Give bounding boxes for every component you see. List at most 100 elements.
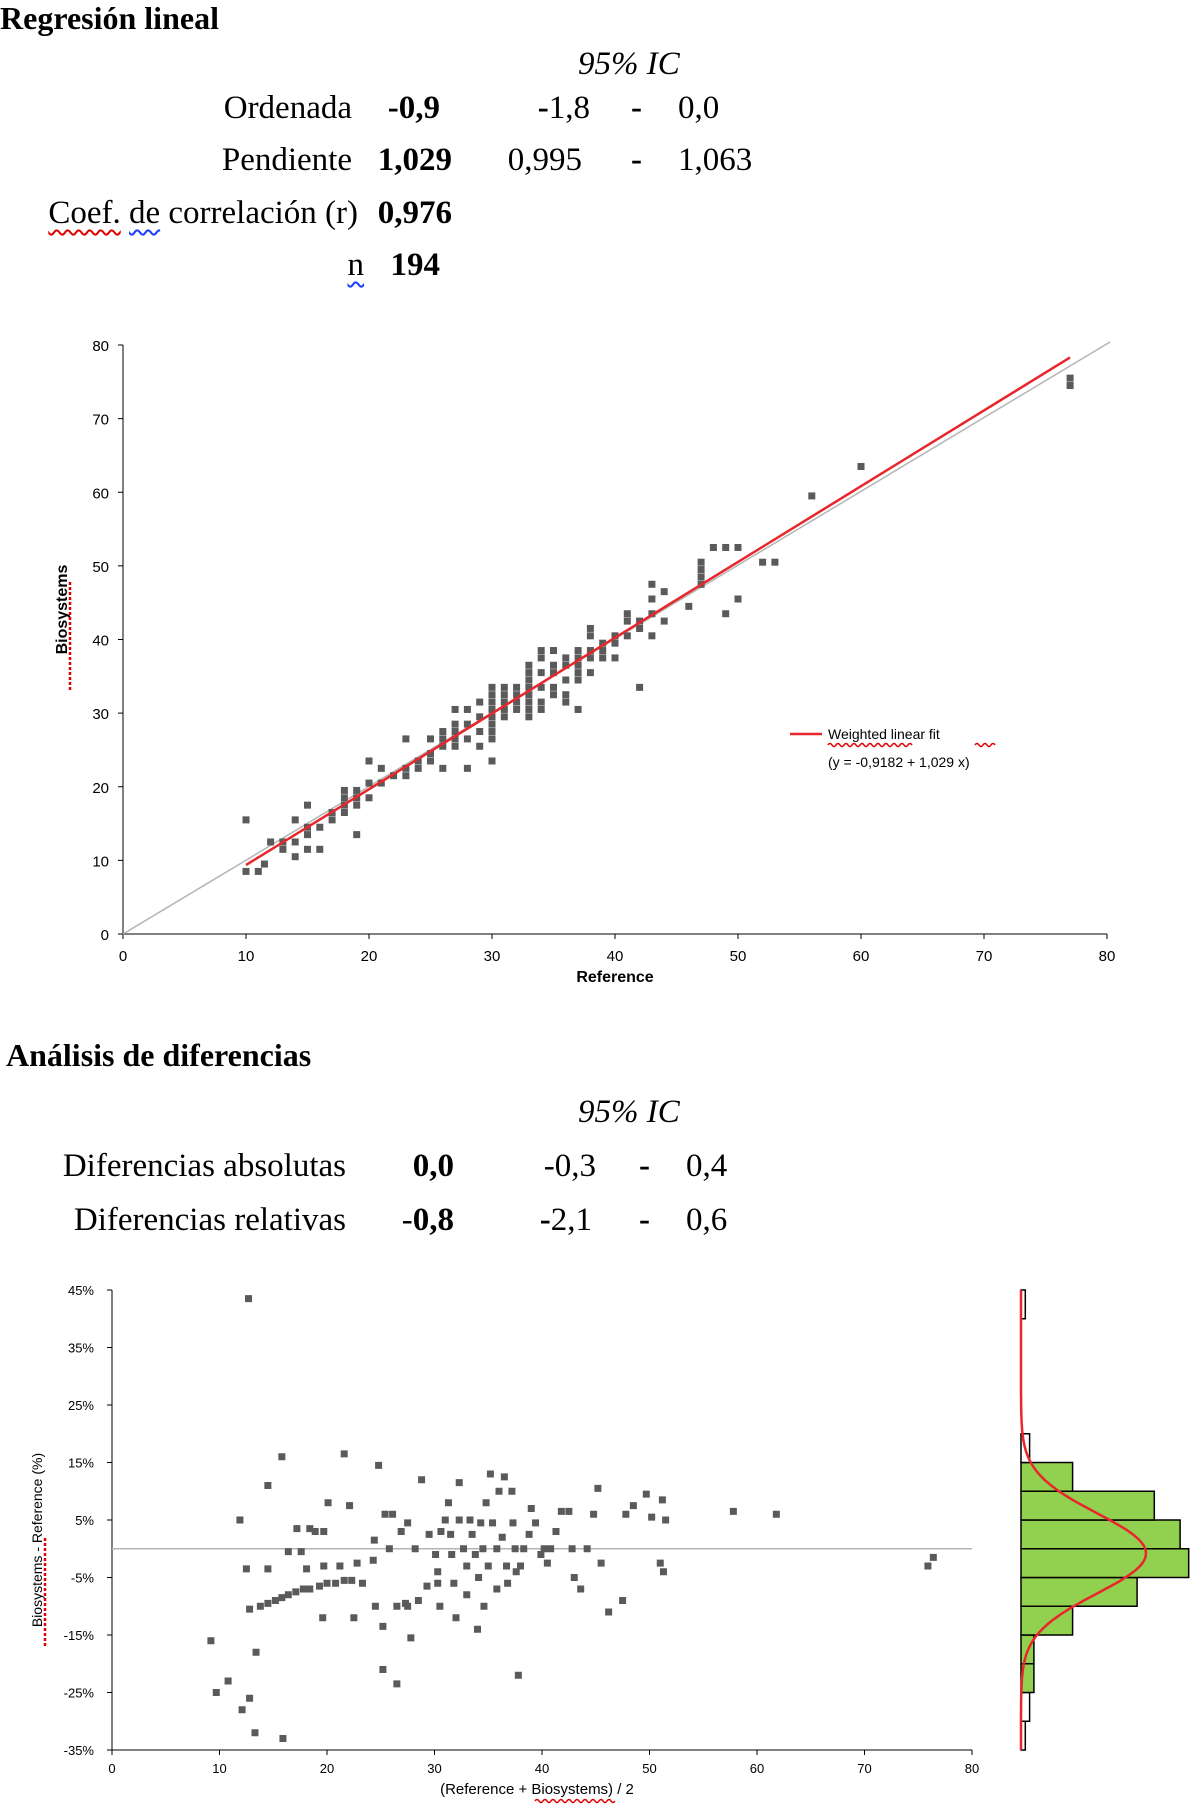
data-point (532, 1519, 540, 1527)
data-point (520, 1545, 528, 1553)
intercept-ci-sep: - (631, 90, 642, 126)
data-point (316, 823, 324, 831)
data-point (292, 1588, 300, 1596)
data-point (590, 1510, 598, 1518)
data-point (537, 705, 545, 713)
data-point (439, 735, 447, 743)
data-point (586, 647, 594, 655)
difference-scatter-chart: 45% 35% 25% 15% 5% -5% -15% -25% -35% 0 10 20 30 40 50… (29, 1283, 1190, 1804)
density-curve (1019, 1290, 1148, 1750)
x-tick-label: 10 (212, 1761, 226, 1776)
x-tick-label: 10 (238, 948, 255, 965)
data-point (488, 735, 496, 743)
data-point (488, 713, 496, 721)
histogram-bar (1020, 1490, 1156, 1521)
data-point (371, 1602, 379, 1610)
correlation-label: Coef. de correlación (r) (48, 195, 358, 231)
data-point (455, 1479, 463, 1487)
data-point (448, 1551, 456, 1558)
data-point (475, 1574, 483, 1581)
slope-label: Pendiente (221, 142, 352, 178)
x-tick-label: 20 (320, 1761, 334, 1776)
data-point (365, 794, 373, 802)
data-point (476, 698, 484, 706)
data-point (552, 1528, 560, 1535)
data-point (513, 705, 521, 713)
data-point (623, 632, 631, 640)
x-tick-label: 60 (750, 1761, 764, 1776)
data-point (306, 1525, 314, 1533)
data-point (611, 632, 619, 640)
intercept-ci-high: 0,0 (678, 90, 720, 126)
data-point (353, 801, 361, 809)
data-point (586, 624, 594, 632)
data-point (586, 632, 594, 640)
n-label: n (347, 247, 365, 283)
data-point (500, 698, 508, 706)
data-point (488, 705, 496, 713)
data-point (278, 1594, 286, 1602)
data-point (543, 1559, 551, 1567)
data-point (484, 1562, 492, 1570)
data-point (547, 1545, 555, 1553)
regression-title: Regresión lineal (0, 0, 219, 36)
data-point (697, 558, 705, 566)
data-point (315, 1582, 323, 1590)
slope-ci-low: 0,995 (507, 142, 582, 178)
x-tick-label: 80 (965, 1761, 979, 1776)
data-point (397, 1528, 405, 1535)
data-point (623, 610, 631, 618)
x-tick-label: 50 (642, 1761, 656, 1776)
data-point (482, 1499, 490, 1507)
data-point (540, 1545, 548, 1553)
data-point (574, 676, 582, 684)
data-point (857, 462, 865, 470)
x-axis-label-spellcheck (534, 1798, 616, 1804)
data-point (1066, 381, 1074, 389)
data-point (489, 1519, 497, 1527)
data-point (291, 816, 299, 824)
data-point (525, 698, 533, 706)
data-point (340, 809, 348, 817)
data-point (365, 779, 373, 787)
data-point (619, 1597, 627, 1604)
data-point (583, 1545, 591, 1553)
data-point (346, 1502, 354, 1510)
data-point (562, 698, 570, 706)
data-point (771, 558, 779, 566)
x-tick-label: 20 (361, 948, 378, 965)
abs-diff-ci-sep: - (639, 1148, 650, 1184)
data-point (722, 543, 730, 551)
y-tick-label: -15% (64, 1628, 95, 1643)
data-point (605, 1608, 613, 1616)
data-point (479, 1545, 487, 1553)
abs-diff-ci-high: 0,4 (686, 1148, 728, 1184)
data-point (379, 1622, 387, 1630)
data-point (509, 1519, 517, 1527)
data-point (697, 566, 705, 574)
data-point (722, 610, 730, 618)
data-point (550, 661, 557, 669)
data-point (242, 816, 250, 824)
data-point (264, 1599, 272, 1607)
data-point (562, 676, 570, 684)
data-point (451, 705, 459, 713)
data-point (332, 1579, 340, 1587)
data-point (377, 764, 385, 772)
data-point (508, 1487, 516, 1495)
data-point (597, 1559, 605, 1567)
slope-ci-sep: - (631, 142, 642, 178)
data-point (369, 1556, 377, 1564)
data-point (500, 713, 508, 721)
data-point (370, 1536, 378, 1544)
data-point (1066, 374, 1074, 382)
data-point (513, 683, 521, 691)
data-point (924, 1562, 932, 1570)
data-point (407, 1634, 415, 1642)
data-point (279, 1735, 287, 1742)
data-point (427, 735, 434, 743)
data-point (389, 1510, 397, 1518)
data-point (513, 698, 521, 706)
data-point (488, 757, 496, 765)
data-point (350, 1614, 358, 1622)
